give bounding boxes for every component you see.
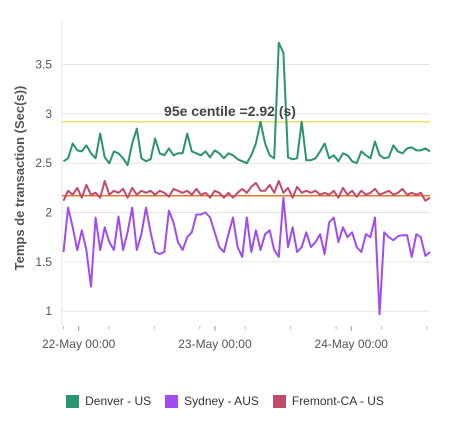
legend-label-fremont: Fremont-CA - US xyxy=(291,394,384,408)
legend: Denver - US Sydney - AUS Fremont-CA - US xyxy=(0,394,450,408)
grid-lines xyxy=(61,20,430,326)
legend-label-sydney: Sydney - AUS xyxy=(184,394,259,408)
percentile-annotation: 95e centile =2.92 (s) xyxy=(164,103,296,119)
legend-swatch-sydney xyxy=(165,394,179,408)
x-tick-label: 24-May 00:00 xyxy=(315,337,389,351)
y-axis-label: Temps de transaction (Sec(s)) xyxy=(12,86,27,271)
legend-swatch-fremont xyxy=(272,394,286,408)
series-line-denver-us xyxy=(62,41,431,167)
y-tick-label: 2 xyxy=(45,206,52,220)
legend-item-fremont[interactable]: Fremont-CA - US xyxy=(272,394,384,408)
x-tick-label: 22-May 00:00 xyxy=(42,337,116,351)
y-tick-label: 2.5 xyxy=(35,156,52,170)
y-axis-ticks: 1 1.5 2 2.5 3 3.5 xyxy=(35,58,52,319)
y-tick-label: 3.5 xyxy=(35,58,52,72)
series-lines xyxy=(62,41,431,316)
series-line-fremont-ca-us xyxy=(62,180,431,202)
y-tick-label: 3 xyxy=(45,107,52,121)
y-tick-label: 1.5 xyxy=(35,255,52,269)
series-line-sydney-aus xyxy=(62,196,431,316)
x-tick-label: 23-May 00:00 xyxy=(178,337,252,351)
line-chart: 1 1.5 2 2.5 3 3.5 22-May 00:00 23-May 00:00 24-… xyxy=(12,20,431,351)
legend-item-denver[interactable]: Denver - US xyxy=(66,394,151,408)
legend-swatch-denver xyxy=(66,394,80,408)
x-axis-ticks: 22-May 00:00 23-May 00:00 24-May 00:00 xyxy=(42,326,428,351)
y-tick-label: 1 xyxy=(45,304,52,318)
legend-item-sydney[interactable]: Sydney - AUS xyxy=(165,394,259,408)
legend-label-denver: Denver - US xyxy=(85,394,152,408)
